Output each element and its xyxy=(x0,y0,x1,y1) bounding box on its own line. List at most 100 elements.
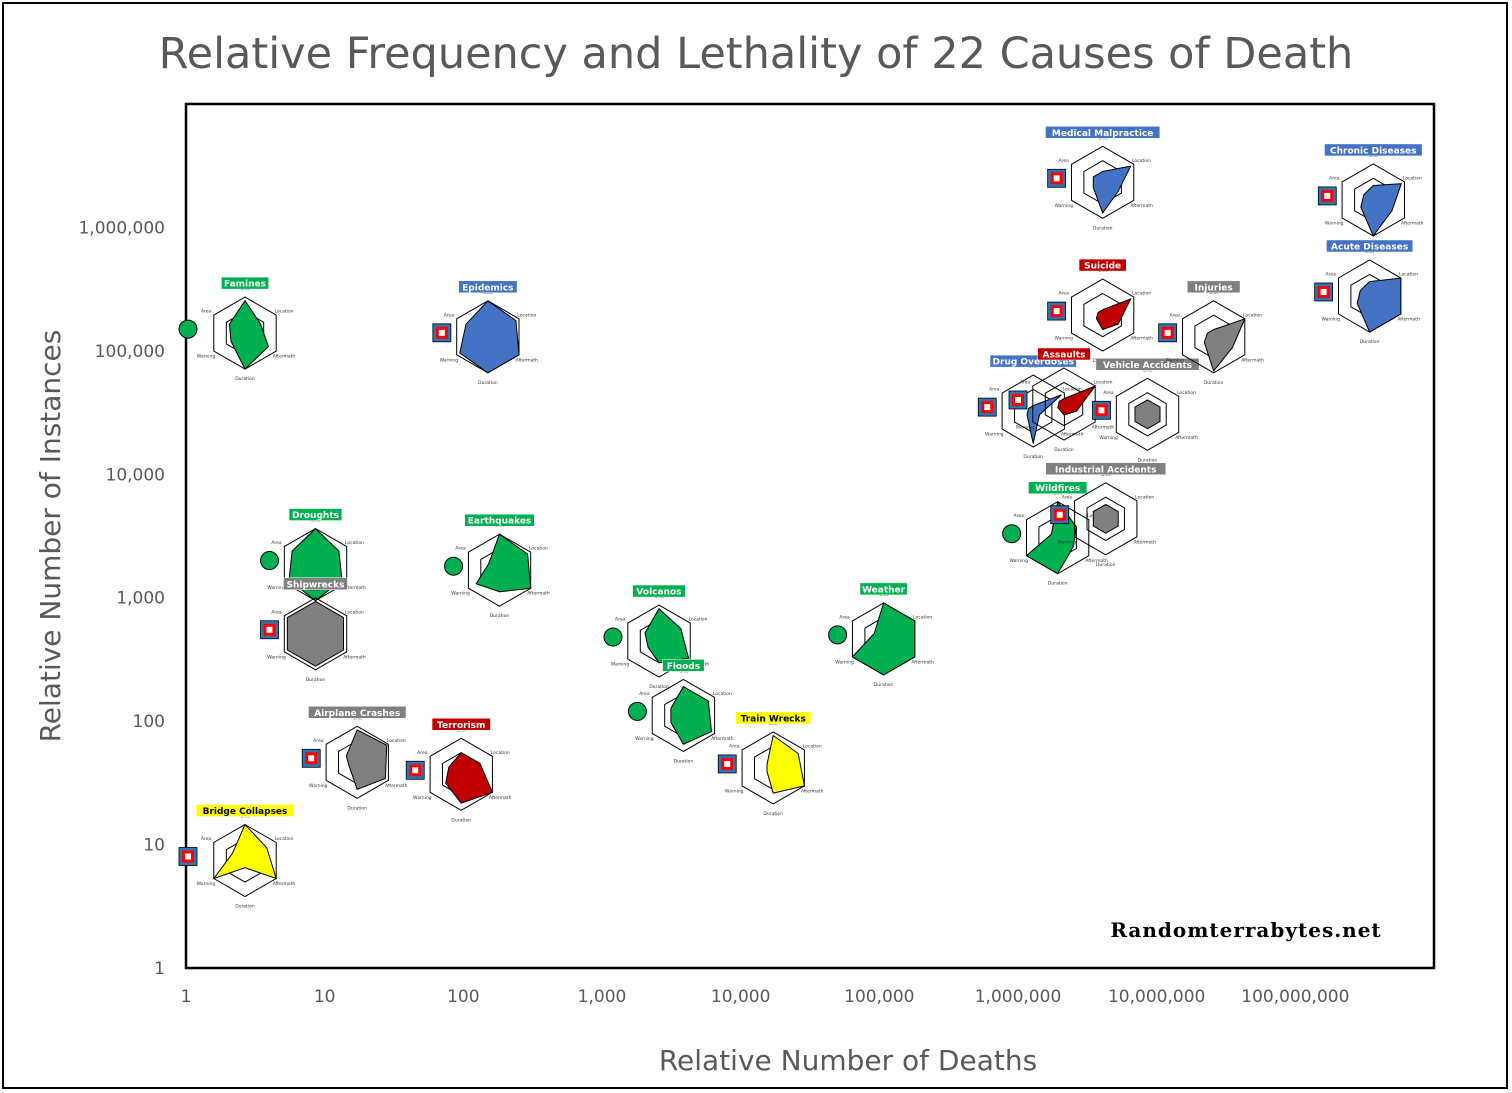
radar-title-box xyxy=(735,711,812,725)
radar-axis-label: Area xyxy=(1059,158,1070,164)
radar-grid-ring xyxy=(1128,392,1167,437)
radar-axis-label: Aftermath xyxy=(385,783,408,789)
radar-glyph: UnitLocationAftermathDurationWarningArea… xyxy=(301,706,408,811)
radar-axis-label: Location xyxy=(387,738,406,744)
radar-glyphs: UnitLocationAftermathDurationWarningArea… xyxy=(178,126,1424,910)
radar-title: Shipwrecks xyxy=(287,580,345,590)
radar-axis-label: Area xyxy=(201,836,212,842)
radar-glyph: UnitLocationAftermathDurationWarningArea… xyxy=(1047,258,1153,364)
radar-glyph: UnitLocationAftermathDurationWarningArea… xyxy=(1158,280,1264,386)
radar-data-area xyxy=(445,752,494,804)
radar-grid-ring xyxy=(467,533,532,607)
radar-axis-label: Location xyxy=(1132,158,1151,164)
radar-axis-label: Duration xyxy=(235,904,255,910)
data-point-marker-core xyxy=(984,404,991,411)
radar-axis-label: Area xyxy=(201,309,212,315)
x-tick-label: 1,000 xyxy=(578,987,627,1007)
radar-axis-label: Location xyxy=(713,691,732,697)
radar-title-box xyxy=(662,659,705,672)
plot-area xyxy=(184,102,1436,970)
radar-axis-label: Aftermath xyxy=(1241,357,1264,363)
data-point-marker-core xyxy=(1053,175,1060,182)
radar-axis-label: Aftermath xyxy=(489,795,512,801)
radar-axis-label: Duration xyxy=(1096,562,1116,568)
radar-title: Droughts xyxy=(292,511,339,521)
radar-data-area xyxy=(1026,394,1062,444)
radar-axis-label: Location xyxy=(491,750,510,756)
radar-axis-label: Duration xyxy=(490,613,510,619)
x-tick-label: 100,000 xyxy=(844,987,914,1007)
data-point-marker xyxy=(178,319,198,339)
radar-axis-label: Area xyxy=(1170,312,1181,318)
radar-axis-label: Warning xyxy=(611,662,630,668)
data-point-marker xyxy=(444,556,464,576)
radar-grid-ring xyxy=(1086,496,1125,541)
radar-axis-label: Duration xyxy=(347,805,367,811)
radar-title-box xyxy=(464,513,535,527)
radar-data-area xyxy=(1203,317,1246,373)
radar-data-area xyxy=(851,602,916,676)
radar-title: Volcanos xyxy=(636,588,681,598)
radar-axis-label: Area xyxy=(1329,175,1340,181)
data-point-marker-core xyxy=(412,767,419,774)
radar-data-area xyxy=(212,823,277,880)
radar-grid-ring xyxy=(741,731,805,805)
radar-axis-label: Duration xyxy=(306,677,326,683)
radar-title-box xyxy=(308,706,407,719)
radar-axis-label: Area xyxy=(313,738,324,744)
radar-glyph: UnitLocationAftermathDurationWarningArea… xyxy=(1002,481,1108,587)
radar-grid-ring xyxy=(283,597,348,671)
radar-axis-label: Warning xyxy=(1054,336,1073,342)
radar-glyph: UnitLocationAftermathDurationWarningArea… xyxy=(259,508,366,614)
data-point-marker-core xyxy=(438,329,445,336)
radar-axis-label: Aftermath xyxy=(801,788,824,794)
radar-axis-label: Location xyxy=(274,309,293,315)
radar-grid-ring xyxy=(429,737,493,811)
radar-axis-label: Warning xyxy=(1099,435,1118,441)
radar-axis-label: Location xyxy=(1177,390,1196,396)
radar-grid-ring xyxy=(1071,278,1135,352)
radar-axis-label: Duration xyxy=(1023,454,1043,460)
y-tick-label: 1,000 xyxy=(116,589,165,609)
x-tick-label: 100,000,000 xyxy=(1241,987,1349,1007)
radar-title-box xyxy=(283,577,348,591)
radar-axis-label: Area xyxy=(839,614,850,620)
radar-title: Earthquakes xyxy=(468,517,532,527)
x-tick-label: 1,000,000 xyxy=(975,987,1062,1007)
radar-axis-label: Area xyxy=(455,546,466,552)
data-point-marker xyxy=(627,701,647,721)
radar-axis-label: Area xyxy=(271,609,282,615)
radar-glyph: UnitLocationAftermathDurationWarningArea… xyxy=(717,711,824,817)
radar-axis-label: Duration xyxy=(1048,581,1068,587)
radar-glyph: UnitLocationAftermathDurationWarningArea… xyxy=(603,584,709,690)
data-point-marker-core xyxy=(1324,192,1331,199)
radar-title-box xyxy=(1324,143,1423,157)
radar-glyph: UnitLocationAftermathDurationWarningArea… xyxy=(627,659,734,764)
radar-axis-label: Warning xyxy=(413,795,432,801)
radar-grid-ring xyxy=(1074,482,1138,556)
radar-axis-label: Aftermath xyxy=(1092,425,1115,431)
radar-axis-label: Warning xyxy=(635,736,654,742)
y-tick-label: 1 xyxy=(154,959,165,979)
radar-axis-label: Warning xyxy=(835,659,854,665)
radar-axis-label: Warning xyxy=(197,354,216,360)
radar-grid-ring xyxy=(325,725,389,799)
x-tick-label: 10,000,000 xyxy=(1108,987,1205,1007)
radar-title: Medical Malpractice xyxy=(1052,129,1153,139)
radar-axis-label: Duration xyxy=(763,811,783,817)
radar-data-area xyxy=(644,607,690,664)
radar-title: Injuries xyxy=(1195,283,1233,293)
data-point-marker xyxy=(603,627,623,647)
radar-title: Floods xyxy=(667,662,700,672)
radar-axis-label: Duration xyxy=(1054,447,1074,453)
radar-axis-label: Area xyxy=(989,387,1000,393)
data-point-marker-core xyxy=(1015,396,1021,403)
chart-title: Relative Frequency and Lethality of 22 C… xyxy=(159,29,1354,79)
radar-axis-label: Aftermath xyxy=(711,736,734,742)
x-axis-title: Relative Number of Deaths xyxy=(659,1044,1037,1077)
radar-title-box xyxy=(1045,462,1166,476)
y-tick-label: 100,000 xyxy=(95,342,165,362)
radar-data-area xyxy=(1356,277,1402,333)
radar-title: Acute Diseases xyxy=(1331,242,1408,252)
